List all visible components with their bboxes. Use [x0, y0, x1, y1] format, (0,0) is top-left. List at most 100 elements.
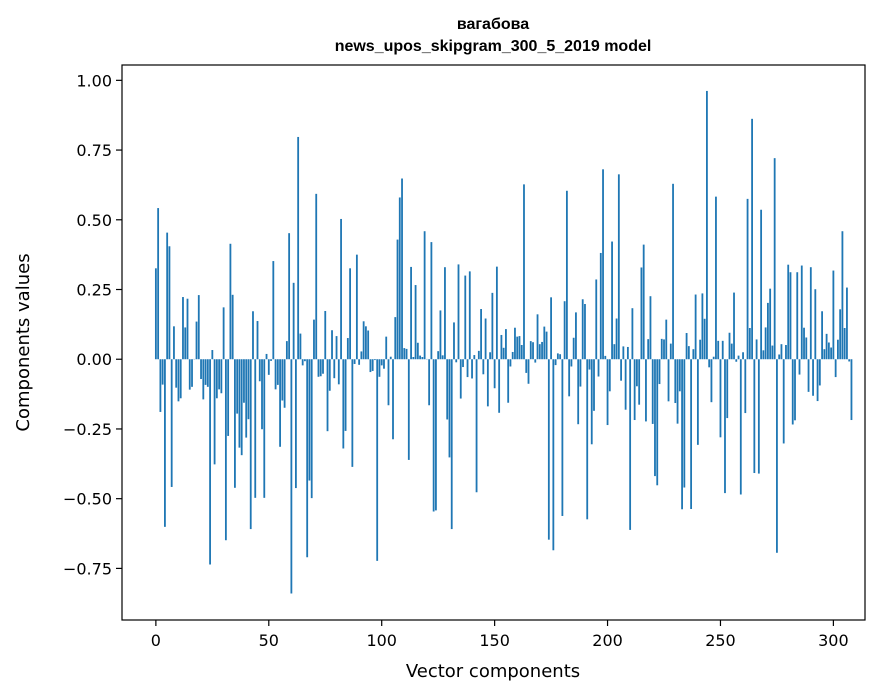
bar-133	[455, 359, 458, 363]
bar-161	[518, 336, 521, 360]
y-tick-label: 0.75	[76, 141, 112, 160]
bar-280	[787, 264, 790, 360]
bar-18	[195, 321, 198, 360]
y-tick-label: 1.00	[76, 71, 112, 90]
bar-269	[762, 350, 765, 360]
bar-10	[177, 359, 180, 402]
bar-2	[159, 359, 162, 412]
bar-142	[475, 359, 478, 493]
bar-157	[509, 359, 512, 367]
bar-167	[532, 342, 534, 360]
bar-301	[834, 359, 837, 378]
bar-117	[419, 355, 422, 360]
bar-235	[685, 333, 688, 360]
bar-60	[290, 359, 293, 594]
bar-37	[238, 359, 241, 448]
bar-148	[489, 352, 492, 360]
bar-135	[459, 359, 462, 399]
bar-193	[590, 359, 593, 445]
bar-240	[696, 359, 699, 445]
bar-143	[477, 350, 480, 360]
y-tick-label: −0.75	[63, 559, 112, 578]
bar-195	[595, 279, 598, 360]
bar-83	[342, 359, 345, 449]
bar-109	[401, 178, 403, 360]
bar-271	[766, 302, 769, 360]
bar-0	[154, 268, 157, 360]
bar-26	[213, 359, 216, 465]
bar-244	[706, 90, 708, 360]
bar-214	[638, 359, 641, 405]
bar-213	[636, 359, 638, 387]
bar-308	[850, 359, 853, 421]
bar-248	[715, 196, 717, 360]
bar-41	[247, 359, 250, 420]
bar-77	[328, 359, 331, 391]
bar-198	[602, 169, 604, 360]
chart-subtitle: news_upos_skipgram_300_5_2019 model	[335, 38, 652, 55]
bar-46	[258, 359, 261, 382]
bar-187	[577, 359, 580, 425]
bar-302	[837, 339, 839, 360]
bar-227	[667, 359, 670, 402]
bar-275	[776, 359, 778, 553]
bar-134	[457, 264, 460, 360]
bar-15	[188, 359, 191, 390]
x-tick-label: 100	[366, 631, 397, 650]
bar-233	[681, 359, 683, 510]
bar-39	[243, 359, 245, 403]
bar-295	[821, 311, 823, 360]
bar-209	[626, 346, 629, 360]
bar-203	[613, 344, 616, 360]
bar-245	[708, 359, 711, 368]
bar-307	[848, 359, 851, 362]
bar-286	[800, 265, 803, 360]
bar-8	[173, 326, 175, 360]
bar-238	[692, 349, 695, 360]
bar-47	[261, 359, 263, 430]
bar-200	[606, 359, 609, 426]
bar-22	[204, 359, 207, 385]
bar-36	[236, 359, 239, 414]
bar-48	[263, 359, 266, 498]
bar-118	[421, 357, 424, 360]
bar-126	[439, 310, 442, 360]
bar-306	[846, 287, 848, 360]
bar-101	[383, 359, 385, 369]
bar-164	[525, 359, 528, 373]
bar-128	[444, 267, 446, 360]
y-axis-label: Components values	[13, 253, 34, 431]
bar-99	[378, 359, 381, 377]
bar-57	[283, 359, 286, 408]
bar-42	[249, 359, 252, 530]
bar-218	[647, 339, 650, 360]
bar-88	[353, 359, 356, 364]
bar-43	[252, 311, 254, 360]
bar-189	[581, 299, 584, 360]
bar-274	[773, 158, 776, 360]
bar-116	[416, 342, 419, 360]
bar-165	[527, 359, 530, 384]
bar-236	[687, 346, 690, 360]
bar-219	[649, 296, 652, 360]
bar-97	[374, 359, 376, 361]
bar-78	[331, 330, 333, 360]
bar-79	[333, 359, 336, 379]
bar-182	[565, 190, 568, 360]
bar-114	[412, 357, 415, 360]
x-tick-label: 300	[818, 631, 849, 650]
bar-221	[654, 359, 656, 477]
bar-12	[182, 297, 184, 360]
bar-225	[663, 339, 665, 360]
bar-180	[561, 359, 564, 516]
bar-65	[301, 359, 304, 366]
bar-226	[665, 319, 668, 360]
bar-56	[281, 359, 284, 401]
bar-258	[737, 355, 740, 360]
bar-122	[430, 242, 433, 360]
bar-287	[803, 327, 805, 360]
bar-91	[360, 351, 363, 360]
bar-86	[349, 268, 351, 360]
bar-285	[798, 359, 801, 375]
